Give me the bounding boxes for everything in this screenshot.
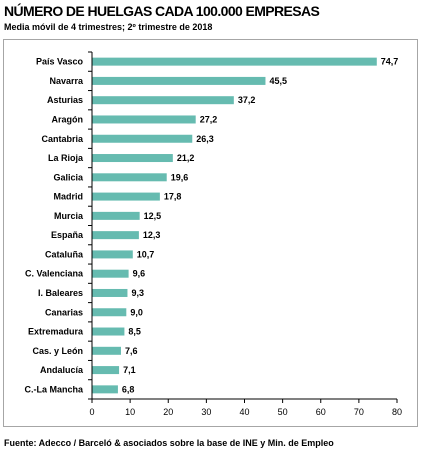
category-label: I. Baleares <box>38 288 83 298</box>
bar <box>92 192 160 201</box>
category-label: Asturias <box>47 95 83 105</box>
bar <box>92 115 196 124</box>
data-label: 12,5 <box>144 211 162 221</box>
bar <box>92 96 234 105</box>
data-label: 27,2 <box>200 114 218 124</box>
category-label: Cantabria <box>41 134 84 144</box>
bar <box>92 154 173 163</box>
data-label: 21,2 <box>177 153 195 163</box>
chart-subtitle: Media móvil de 4 trimestres; 2º trimestr… <box>4 22 213 32</box>
category-label: País Vasco <box>36 57 84 67</box>
bar <box>92 231 139 240</box>
data-label: 74,7 <box>381 57 399 67</box>
data-label: 10,7 <box>137 249 155 259</box>
category-label: Navarra <box>49 76 84 86</box>
category-label: Murcia <box>54 211 84 221</box>
data-label: 37,2 <box>238 95 256 105</box>
bar <box>92 385 118 394</box>
bar <box>92 57 377 66</box>
data-label: 19,6 <box>171 172 189 182</box>
category-label: Canarias <box>45 307 83 317</box>
bar <box>92 366 120 375</box>
category-label: Madrid <box>53 192 83 202</box>
bar <box>92 173 167 182</box>
data-label: 12,3 <box>143 230 161 240</box>
x-tick-label: 80 <box>392 407 402 417</box>
x-tick-label: 30 <box>201 407 211 417</box>
bar <box>92 346 121 355</box>
data-label: 9,3 <box>131 288 144 298</box>
source-note: Fuente: Adecco / Barceló & asociados sob… <box>4 438 334 448</box>
bar <box>92 269 129 278</box>
x-tick-label: 70 <box>354 407 364 417</box>
x-tick-label: 10 <box>125 407 135 417</box>
category-label: C. Valenciana <box>25 269 84 279</box>
category-label: Aragón <box>52 114 84 124</box>
bar <box>92 134 193 143</box>
bar <box>92 250 133 259</box>
x-tick-label: 20 <box>163 407 173 417</box>
x-tick-label: 60 <box>316 407 326 417</box>
x-tick-label: 40 <box>239 407 249 417</box>
data-label: 7,6 <box>125 346 138 356</box>
data-label: 7,1 <box>123 365 136 375</box>
data-label: 9,6 <box>133 269 146 279</box>
x-tick-label: 50 <box>278 407 288 417</box>
data-label: 6,8 <box>122 384 135 394</box>
chart-title: NÚMERO DE HUELGAS CADA 100.000 EMPRESAS <box>4 3 320 19</box>
bar <box>92 211 140 220</box>
data-label: 17,8 <box>164 192 182 202</box>
category-label: Andalucía <box>40 365 84 375</box>
bar <box>92 308 127 317</box>
x-tick-label: 0 <box>89 407 94 417</box>
data-label: 45,5 <box>269 76 287 86</box>
category-label: Extremadura <box>28 327 84 337</box>
data-label: 9,0 <box>130 307 143 317</box>
category-label: La Rioja <box>48 153 84 163</box>
bar <box>92 288 128 297</box>
bar <box>92 327 125 336</box>
category-label: Cataluña <box>45 249 84 259</box>
chart-frame <box>3 39 418 427</box>
category-label: C.-La Mancha <box>24 384 84 394</box>
category-label: Cas. y León <box>32 346 83 356</box>
data-label: 26,3 <box>196 134 214 144</box>
category-label: Galicia <box>53 172 84 182</box>
category-label: España <box>51 230 84 240</box>
data-label: 8,5 <box>128 327 141 337</box>
bar <box>92 76 266 85</box>
